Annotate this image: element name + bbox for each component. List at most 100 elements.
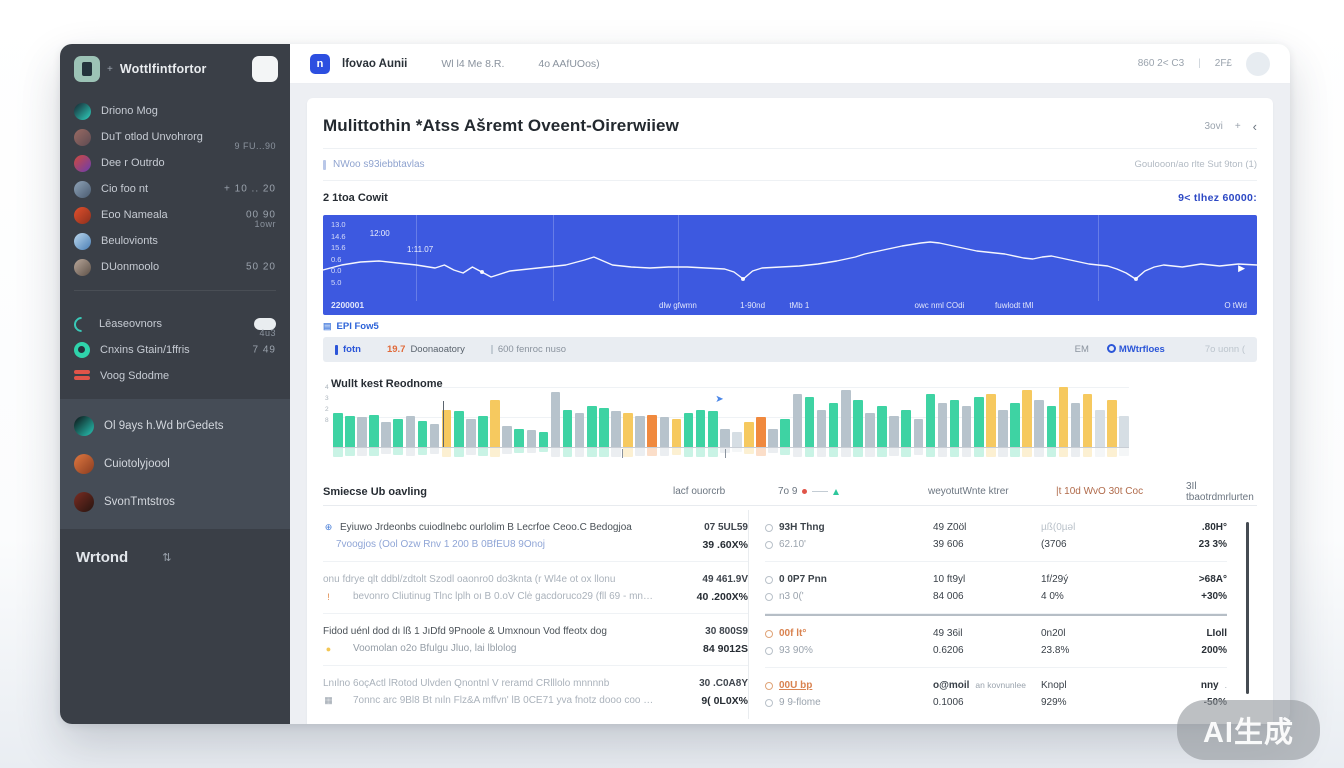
bar (538, 432, 549, 452)
chart-gridline (416, 215, 418, 301)
avatar (74, 102, 91, 120)
chart-arrow-marker: ➤ (715, 394, 724, 405)
bar (574, 412, 585, 457)
bar-reflection (671, 448, 682, 456)
bar-reflection (828, 448, 839, 457)
app-window: + Wottlfintfortor Driono Mog DuT otlod Un… (60, 44, 1290, 724)
cell-main: nny (1200, 680, 1219, 691)
metrics-cell: 23 3% (1198, 539, 1227, 550)
chevron-left-icon[interactable]: ‹ (1252, 118, 1257, 134)
breadcrumb-tertiary[interactable]: 4o AAfUOos) (538, 57, 600, 70)
bar (611, 410, 621, 457)
table-row[interactable]: onu fdrye qlt ddbl/zdtolt Szodl oaonro0 … (323, 562, 748, 614)
toggle-pill[interactable] (254, 318, 276, 330)
sidebar-header: + Wottlfintfortor (60, 44, 290, 88)
sidebar-item-cuiotolyjoool[interactable]: Cuiotolyjoool (60, 445, 290, 483)
bar-reflection (986, 448, 996, 457)
chart-marker-line (443, 401, 444, 447)
bar-chart[interactable]: Wullt kest Reodnome 4 3 2 8 ➤ (323, 368, 1257, 470)
bar-reflection (732, 448, 742, 452)
sidebar-collapse-button[interactable] (252, 56, 278, 82)
metrics-row[interactable]: 93H Thng 49 Z0öl µß(0µəl .80H° 62.10' 39 606 (… (765, 510, 1227, 562)
bar (804, 396, 815, 457)
sidebar-item-label: Voog Sdodme (100, 370, 170, 382)
metrics-row[interactable]: 00f lt° 49 36il 0n20l LIoll 93 90% 0.6206 23.8… (765, 614, 1227, 668)
sidebar-item-label: Ol 9ays h.Wd brGedets (104, 420, 224, 432)
bar (683, 412, 694, 457)
table-row[interactable]: Fidod uénl dod dı lß 1 JıDfd 9Pnoole & U… (323, 614, 748, 666)
toolbar-right-label[interactable]: EM (1074, 344, 1089, 355)
bar-reflection (1119, 448, 1129, 456)
toolbar-item-1[interactable]: fotn (335, 344, 361, 355)
subtitle-link[interactable]: NWoo s93iebbtavlas (323, 159, 425, 170)
sidebar-item-duonmoolo[interactable]: DUonmoolo 50 20 (60, 254, 290, 280)
toolbar-metrics-button[interactable]: MWtrfloes (1106, 344, 1165, 355)
sort-icon[interactable]: ⇅ (162, 552, 172, 564)
section-label: 2 1toa Cowit (323, 192, 388, 204)
metrics-cell: 49 36il (933, 628, 963, 639)
table-row[interactable]: Lnılno 6oçActl lRotod Ulvden Qnontnl V r… (323, 666, 748, 717)
line-chart-y-axis: 13.0 14.6 15.6 0.6 0.0 5.0 (331, 220, 346, 288)
bar-reflection (901, 448, 911, 457)
bar (1010, 403, 1020, 457)
sidebar-item-l-aseovnors[interactable]: Lēaseovnors 4u3 (60, 311, 290, 338)
bar-reflection (853, 448, 863, 457)
sidebar-item-cio-foo-nt[interactable]: Cio foo nt + 10 .. 20 (60, 176, 290, 202)
sidebar-item-voog-sdodme[interactable]: Voog Sdodme (60, 363, 290, 389)
baseline (333, 447, 1129, 448)
toolbar-item-3[interactable]: 600 fenroc nuso (490, 344, 566, 355)
bar-axis-tick: 4 (325, 384, 329, 391)
bar-chart-title: Wullt kest Reodnome (331, 378, 443, 390)
metrics-row[interactable]: 00U bp o@moil an kovnunlee Knopl nny. 9 9-flo… (765, 668, 1227, 719)
section-stat[interactable]: 9< tlhez 60000: (1178, 192, 1257, 204)
ring-icon (765, 698, 773, 707)
row-value: 9( 0L0X% (701, 694, 748, 707)
bar-reflection (490, 448, 500, 457)
sidebar-item-eoo-nameala[interactable]: Eoo Nameala 00 90 1owr (60, 202, 290, 229)
bar-reflection (478, 448, 488, 456)
bar-reflection (441, 448, 452, 457)
toolbar-item-2[interactable]: 19.7 Doonaoatory (386, 344, 465, 355)
bar-reflection (526, 448, 537, 453)
sidebar-item-cnxins-gtain-1ffris[interactable]: Cnxins Gtain/1ffris 7 49 (60, 337, 290, 363)
bar (986, 393, 996, 457)
breadcrumb-secondary[interactable]: Wl l4 Me 8.R. (441, 57, 505, 70)
scrollbar-thumb[interactable] (1246, 522, 1249, 694)
table-row[interactable]: ⊕ Eyiuwo Jrdeonbs cuiodlnebc ourlolim B L… (323, 510, 748, 562)
user-avatar[interactable] (1246, 51, 1270, 76)
breadcrumb-primary[interactable]: lfovao Aunii (342, 57, 408, 70)
metrics-row[interactable]: 0 0P7 Pnn 10 ft9yl 1f/29ý >68A° n3 0(' 84 006… (765, 562, 1227, 614)
sidebar-item-beulovionts[interactable]: Beulovionts (60, 228, 290, 254)
ring-icon (765, 575, 773, 584)
sidebar-item-label: Cio foo nt (101, 183, 149, 195)
subtitle-meta: Goulooon/ao rlte Sut 9ton (1) (1134, 159, 1257, 170)
bar (405, 416, 416, 456)
bar-reflection (816, 448, 827, 457)
title-action-label[interactable]: 3ovi (1204, 120, 1223, 132)
metrics-cell: 0n20l (1041, 628, 1066, 639)
avatar (74, 454, 94, 474)
sidebar-item-dut-otlod-unvohrorg[interactable]: DuT otlod Unvohrorg 9 FU...90 (60, 124, 290, 151)
legend-triangle-icon (833, 488, 840, 495)
sidebar-item-dee-r-outrdo[interactable]: Dee r Outrdo (60, 150, 290, 176)
row-text: bevonro Cliutinug Tlnc lplh oı B 0.oV Cl… (353, 591, 654, 602)
bar-reflection (405, 448, 416, 456)
sidebar-footer-label[interactable]: Wrtond (76, 549, 129, 566)
play-arrow-icon[interactable]: ▶ (1238, 263, 1245, 273)
sidebar-item-ol-9ays-h-wd-brgedets[interactable]: Ol 9ays h.Wd brGedets (60, 407, 290, 445)
topbar-shortcut-text: 2F£ (1214, 58, 1232, 69)
chart-footer-link[interactable]: ▤ EPI Fow5 (323, 320, 379, 332)
sidebar-item-label: Eoo Nameala (101, 209, 168, 221)
add-icon[interactable]: + (1234, 120, 1241, 132)
sidebar-item-driono-mog[interactable]: Driono Mog (60, 98, 290, 124)
row-line-2: ● Voomolan o2o Bfulgu Jluo, lai lblolog 84… (323, 640, 748, 657)
metrics-cell: 1f/29ý (1041, 574, 1069, 585)
bar-reflection (574, 448, 585, 457)
main-area: n lfovao Aunii Wl l4 Me 8.R. 4o AAfUOos)… (290, 44, 1290, 724)
sidebar-item-svontmtstros[interactable]: SvonTmtstros (60, 483, 290, 521)
row-text: Eyiuwo Jrdeonbs cuiodlnebc ourlolim B Le… (340, 522, 632, 533)
title-row: Mulittothin *Atss Ašremt Oveent-Oirerwii… (323, 98, 1257, 149)
app-icon[interactable]: n (310, 53, 330, 74)
line-chart[interactable]: 13.0 14.6 15.6 0.6 0.0 5.0 2200001 dlw gfwmn 1-… (323, 215, 1257, 315)
row-line-2: 7voogjos (Ool Ozw Rnv 1 200 B 0BfEU8 9On… (323, 536, 748, 553)
